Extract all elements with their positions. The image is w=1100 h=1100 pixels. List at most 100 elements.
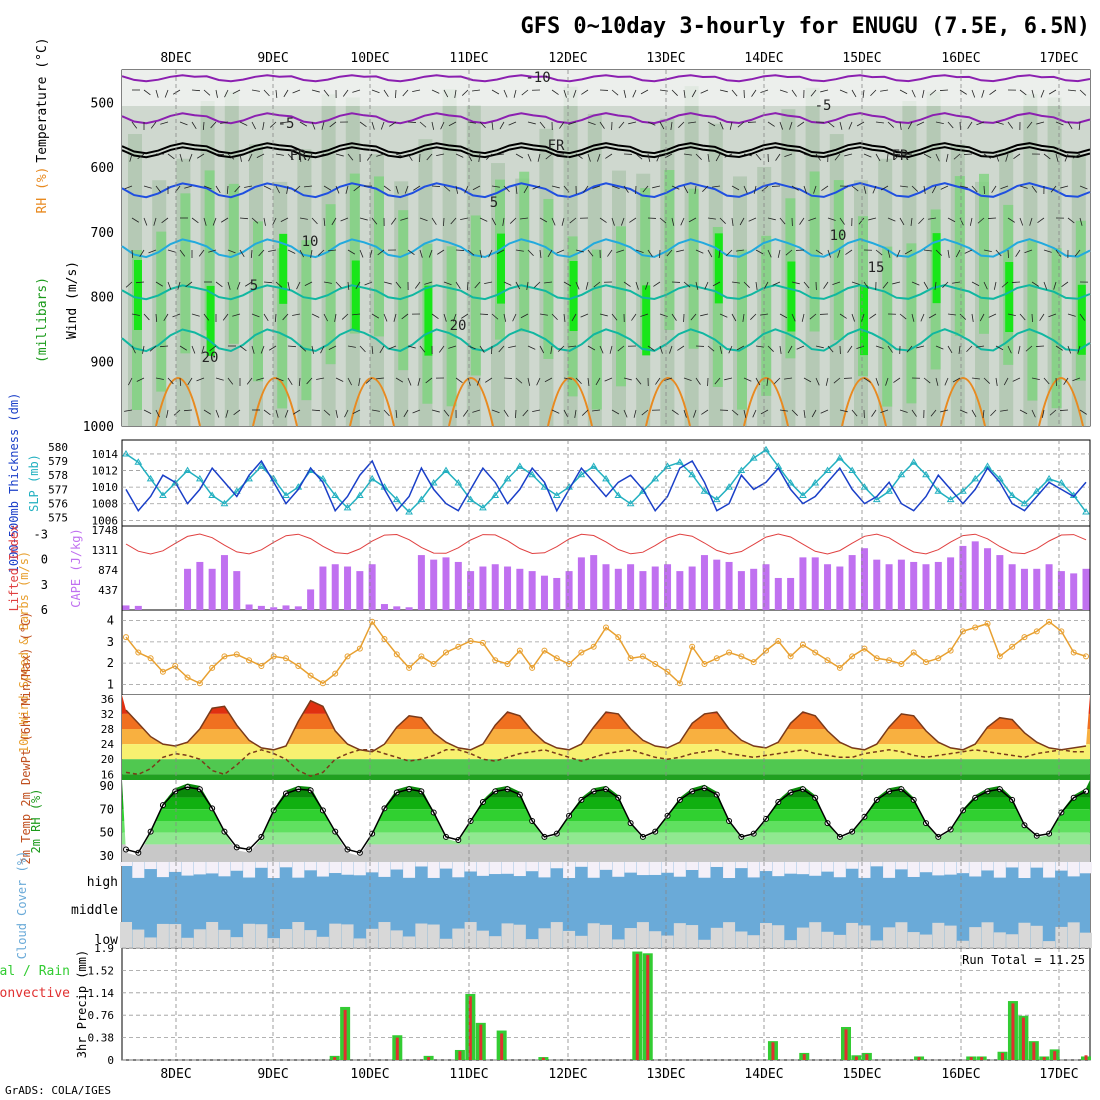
wind-barb bbox=[581, 409, 589, 416]
wind-barb bbox=[779, 217, 786, 225]
temp-contour bbox=[121, 74, 1091, 83]
wind-barb bbox=[431, 89, 440, 94]
wind-barb bbox=[820, 89, 829, 93]
wind-barb bbox=[321, 121, 325, 130]
wind-barb bbox=[834, 153, 841, 161]
cloud-low-bar bbox=[513, 924, 526, 948]
wind-barb bbox=[947, 217, 956, 223]
y-tick-label: 24 bbox=[101, 738, 115, 751]
cape-bar bbox=[1020, 568, 1028, 610]
wind-barb bbox=[593, 281, 601, 288]
wind-barb bbox=[611, 217, 615, 226]
precip-convective-bar bbox=[500, 1033, 504, 1060]
wind-barb bbox=[226, 185, 229, 195]
wind-barb bbox=[306, 377, 313, 385]
cloud-low-bar bbox=[784, 940, 797, 948]
wind-barb bbox=[871, 409, 877, 417]
wind-barb bbox=[736, 345, 745, 351]
temp-contour-surface bbox=[448, 377, 494, 427]
wind-barb bbox=[215, 281, 223, 288]
slp-point bbox=[1082, 508, 1090, 515]
wind-barb bbox=[587, 153, 591, 162]
cape-bar bbox=[417, 555, 425, 610]
wind-barb bbox=[280, 121, 289, 124]
wind-barb bbox=[388, 345, 397, 350]
date-label-bottom: 14DEC bbox=[744, 1067, 783, 1082]
wind-barb bbox=[1001, 281, 1009, 288]
wind-barb bbox=[491, 313, 499, 320]
wind-barb bbox=[179, 345, 187, 351]
wind-barb bbox=[167, 281, 172, 290]
cloud-low-bar bbox=[649, 931, 662, 948]
temp-contour-surface bbox=[155, 377, 201, 427]
cape-bar bbox=[873, 559, 881, 610]
wind-barb bbox=[617, 345, 625, 352]
wind-barb bbox=[719, 121, 724, 130]
wind-barb bbox=[595, 377, 601, 386]
wind-barb bbox=[611, 89, 619, 96]
cape-bar bbox=[860, 548, 868, 610]
wind-barb bbox=[393, 313, 397, 322]
cloud-low-bar bbox=[255, 924, 268, 948]
wind-barb bbox=[707, 345, 715, 352]
cloud-high-gap bbox=[538, 862, 551, 878]
wind-barb bbox=[390, 217, 397, 225]
wind-barb bbox=[263, 217, 266, 226]
wind-barb bbox=[275, 281, 283, 288]
wind-barb bbox=[443, 217, 445, 227]
wind-barb bbox=[1031, 313, 1033, 323]
wind-barb bbox=[851, 185, 859, 192]
wind-barb bbox=[161, 217, 169, 224]
cloud-high-gap bbox=[612, 862, 625, 877]
slp-point bbox=[159, 491, 167, 498]
wind-barb bbox=[979, 313, 985, 322]
wind-barb bbox=[1003, 377, 1009, 386]
wind-barb bbox=[342, 89, 349, 97]
wind-barb bbox=[952, 377, 961, 383]
wind-barb bbox=[527, 377, 531, 386]
wind-barb bbox=[767, 249, 772, 258]
wind-barb bbox=[1037, 217, 1045, 224]
wind-barb bbox=[683, 185, 689, 194]
cape-bar bbox=[454, 561, 462, 610]
wind-barb bbox=[202, 121, 205, 131]
cape-bar bbox=[737, 571, 745, 610]
wind-barb bbox=[959, 217, 964, 226]
wind-barb bbox=[863, 185, 867, 194]
wind-barb bbox=[823, 281, 829, 289]
wind-barb bbox=[655, 377, 661, 385]
wind-barb bbox=[185, 281, 193, 288]
cloud-high-gap bbox=[735, 862, 748, 869]
wind-barb bbox=[299, 249, 304, 258]
wind-barb bbox=[163, 313, 169, 321]
wind-barb bbox=[947, 249, 950, 258]
y-tick-label: 1006 bbox=[92, 514, 119, 527]
wind-barb bbox=[587, 121, 596, 125]
wind-barb bbox=[837, 249, 841, 258]
cape-bar bbox=[639, 571, 647, 610]
wind-barb bbox=[928, 313, 937, 319]
cloud-high-gap bbox=[353, 862, 366, 876]
wind-barb bbox=[803, 281, 810, 289]
cape-bar bbox=[602, 564, 610, 610]
wind-barb bbox=[1067, 89, 1076, 92]
cloud-low-bar bbox=[993, 932, 1006, 948]
cape-bar bbox=[393, 606, 401, 610]
cape-bar bbox=[405, 607, 413, 610]
rh-band bbox=[882, 246, 893, 407]
wind-barb bbox=[256, 377, 265, 381]
wind-barb bbox=[512, 313, 517, 322]
wind-barb bbox=[882, 281, 889, 289]
wind-barb bbox=[875, 153, 881, 162]
wind-barb bbox=[167, 377, 174, 385]
wind-barb bbox=[976, 121, 985, 126]
cape-bar bbox=[528, 571, 536, 610]
contour-label: 20 bbox=[450, 318, 467, 334]
wind-barb bbox=[479, 313, 489, 315]
wind-barb bbox=[413, 185, 421, 191]
wind-barb bbox=[597, 153, 601, 162]
cape-bar bbox=[947, 557, 955, 610]
wind-barb bbox=[647, 249, 653, 257]
wind-barb bbox=[520, 313, 529, 319]
wind-barb bbox=[886, 153, 889, 162]
